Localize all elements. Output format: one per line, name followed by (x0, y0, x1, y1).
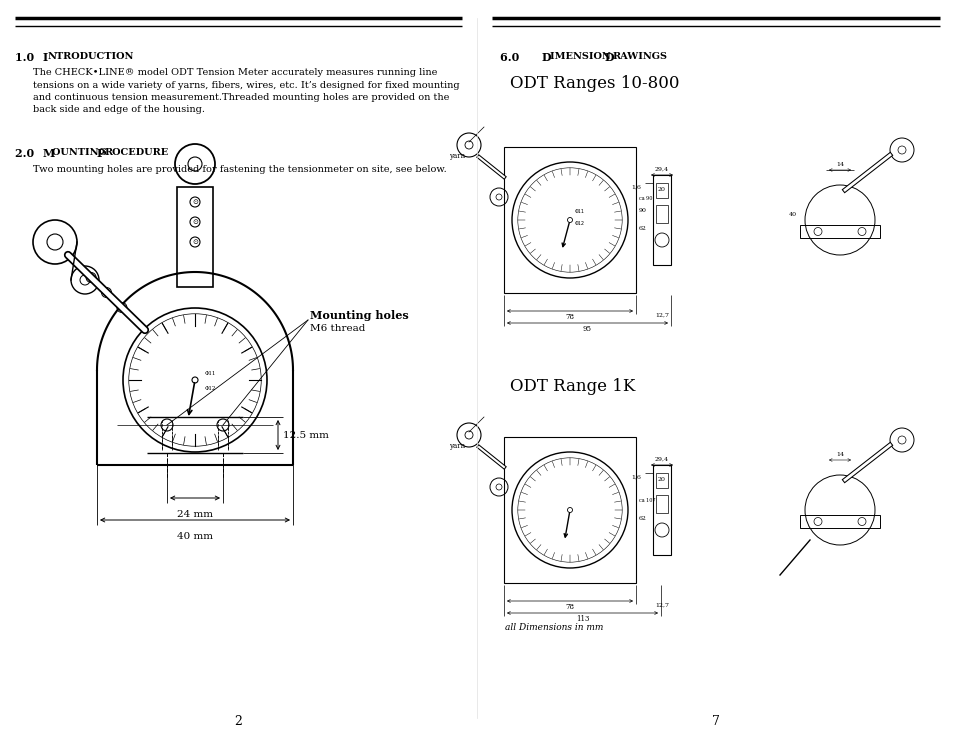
Text: RAWINGS: RAWINGS (613, 52, 667, 61)
Text: D: D (604, 52, 614, 63)
Text: ⊙: ⊙ (192, 199, 197, 205)
Text: 90: 90 (639, 207, 646, 213)
Text: 29,4: 29,4 (655, 167, 668, 172)
Text: IMENSION: IMENSION (550, 52, 614, 61)
Text: 95: 95 (582, 325, 592, 333)
Text: 29,4: 29,4 (655, 457, 668, 462)
Text: 12,7: 12,7 (655, 313, 668, 318)
Text: all Dimensions in mm: all Dimensions in mm (504, 623, 602, 632)
Bar (800, 515, 879, 528)
Text: yarn: yarn (449, 442, 465, 450)
Text: 1,6: 1,6 (631, 475, 640, 480)
Text: 12.5 mm: 12.5 mm (283, 430, 329, 440)
Text: NTRODUCTION: NTRODUCTION (48, 52, 134, 61)
Text: ROCEDURE: ROCEDURE (105, 148, 169, 157)
Text: 62: 62 (639, 516, 646, 520)
Text: 6.0: 6.0 (499, 52, 538, 63)
Bar (656, 183, 667, 198)
Bar (656, 473, 667, 488)
Text: 1,6: 1,6 (631, 185, 640, 190)
Bar (503, 147, 636, 293)
Text: M6 thread: M6 thread (310, 324, 365, 333)
Text: Φ11: Φ11 (575, 209, 584, 214)
Text: ca 90: ca 90 (639, 196, 652, 201)
Bar (503, 437, 636, 583)
Text: 40: 40 (788, 213, 796, 218)
Bar (656, 495, 667, 513)
Text: ⊙: ⊙ (192, 239, 197, 245)
Text: ODT Range 1K: ODT Range 1K (510, 378, 635, 395)
Text: 113: 113 (576, 615, 589, 623)
Text: 2.0: 2.0 (15, 148, 42, 159)
Text: 78: 78 (565, 313, 574, 321)
Text: 12,7: 12,7 (655, 603, 668, 608)
Text: 24 mm: 24 mm (177, 510, 213, 519)
Circle shape (567, 218, 572, 222)
Text: 14: 14 (835, 162, 843, 167)
Text: OUNTING: OUNTING (52, 148, 110, 157)
Circle shape (567, 508, 572, 512)
Bar (800, 225, 879, 238)
Text: I: I (43, 52, 49, 63)
Text: The CHECK•LINE® model ODT Tension Meter accurately measures running line
tension: The CHECK•LINE® model ODT Tension Meter … (33, 68, 459, 114)
Text: yarn: yarn (449, 152, 465, 160)
Text: M: M (43, 148, 55, 159)
Bar (652, 175, 670, 265)
Text: Φ12: Φ12 (575, 221, 584, 226)
Circle shape (192, 377, 198, 383)
Text: 7: 7 (711, 715, 719, 728)
Text: Mounting holes: Mounting holes (310, 310, 408, 321)
Text: 40 mm: 40 mm (177, 532, 213, 541)
Bar (652, 465, 670, 555)
Bar (656, 205, 667, 223)
Text: D: D (541, 52, 551, 63)
Text: 20: 20 (658, 187, 665, 192)
Text: ⊙: ⊙ (192, 219, 197, 225)
Text: 14: 14 (835, 452, 843, 457)
Text: Two mounting holes are provided for fastening the tensionmeter on site, see belo: Two mounting holes are provided for fast… (33, 165, 446, 174)
Text: Φ11: Φ11 (205, 371, 216, 376)
Text: Φ12: Φ12 (205, 386, 216, 391)
Text: 1.0: 1.0 (15, 52, 42, 63)
Bar (177, 187, 213, 287)
Text: 2: 2 (234, 715, 242, 728)
Text: 20: 20 (658, 477, 665, 482)
Text: 62: 62 (639, 226, 646, 230)
Text: ca 107: ca 107 (639, 497, 655, 503)
Text: 78: 78 (565, 603, 574, 611)
Text: ODT Ranges 10-800: ODT Ranges 10-800 (510, 75, 679, 92)
Text: P: P (97, 148, 105, 159)
